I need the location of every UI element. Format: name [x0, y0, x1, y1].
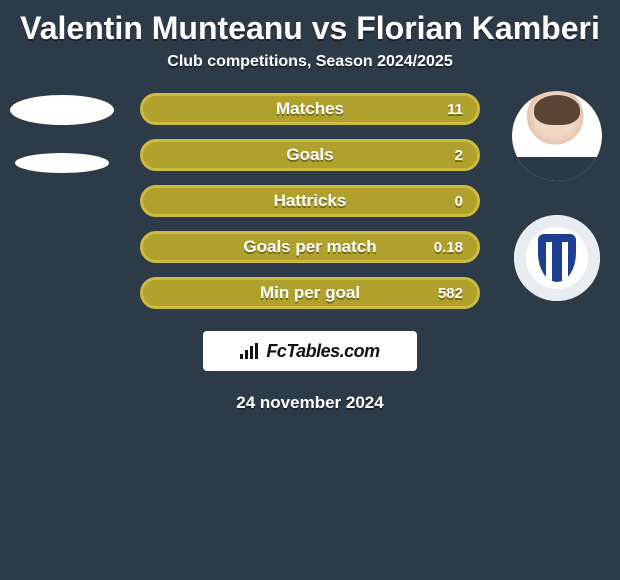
stat-row-goals-per-match: Goals per match 0.18	[140, 231, 480, 263]
stat-value-right: 0.18	[434, 239, 463, 256]
stat-label: Min per goal	[260, 283, 360, 302]
left-player-club-placeholder	[15, 153, 109, 173]
right-player-avatar	[512, 91, 602, 181]
stat-value-right: 11	[447, 101, 463, 118]
brand-text: FcTables.com	[266, 341, 379, 362]
infographic-container: Valentin Munteanu vs Florian Kamberi Clu…	[0, 0, 620, 413]
stat-value-right: 2	[455, 147, 463, 164]
stat-row-goals: Goals 2	[140, 139, 480, 171]
stat-row-hattricks: Hattricks 0	[140, 185, 480, 217]
date-text: 24 november 2024	[0, 393, 620, 413]
stat-value-right: 0	[455, 193, 463, 210]
right-player-column	[512, 91, 602, 301]
stat-label: Goals	[286, 145, 333, 164]
left-player-avatar-placeholder	[10, 95, 114, 125]
page-title: Valentin Munteanu vs Florian Kamberi	[0, 6, 620, 53]
subtitle: Club competitions, Season 2024/2025	[0, 53, 620, 89]
stat-row-min-per-goal: Min per goal 582	[140, 277, 480, 309]
stat-value-right: 582	[438, 285, 463, 302]
right-player-club-badge	[514, 215, 600, 301]
left-player-column	[10, 95, 114, 173]
bar-chart-icon	[240, 343, 260, 359]
stat-row-matches: Matches 11	[140, 93, 480, 125]
comparison-section: Matches 11 Goals 2 Hattricks 0 Goals per…	[0, 89, 620, 309]
brand-box: FcTables.com	[203, 331, 417, 371]
stat-label: Hattricks	[274, 191, 347, 210]
stat-label: Goals per match	[243, 237, 376, 256]
stat-label: Matches	[276, 99, 344, 118]
stats-list: Matches 11 Goals 2 Hattricks 0 Goals per…	[140, 89, 480, 309]
